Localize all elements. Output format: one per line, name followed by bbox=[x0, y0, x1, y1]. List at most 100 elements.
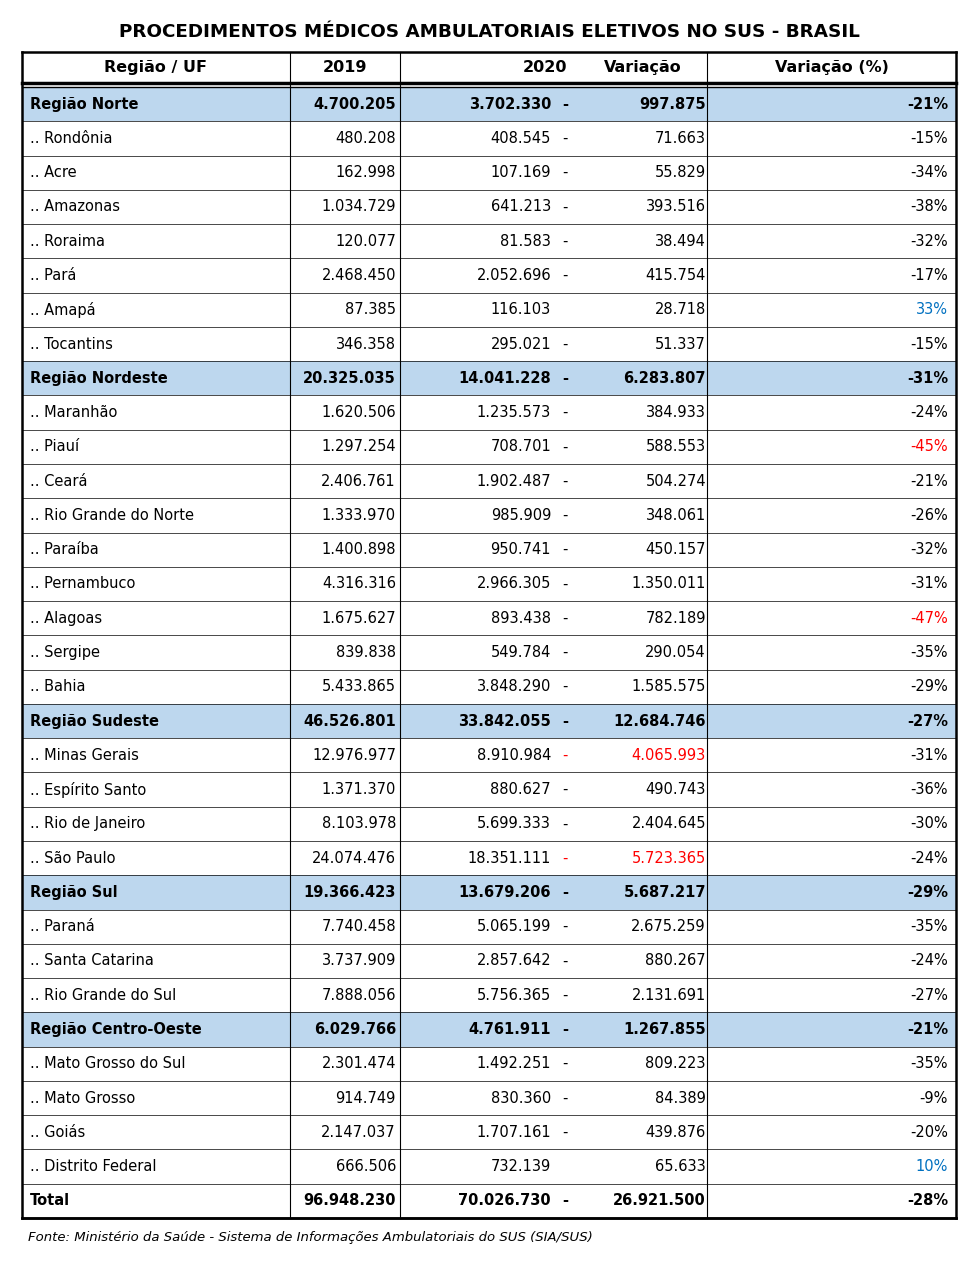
Text: 28.718: 28.718 bbox=[654, 302, 705, 317]
Text: -: - bbox=[562, 851, 567, 865]
Text: -: - bbox=[562, 371, 568, 385]
Text: 2.468.450: 2.468.450 bbox=[321, 268, 396, 283]
Bar bbox=[21, 87, 956, 122]
Text: 2.052.696: 2.052.696 bbox=[476, 268, 550, 283]
Text: .. Amazonas: .. Amazonas bbox=[30, 200, 120, 215]
Text: -: - bbox=[562, 1193, 568, 1208]
Text: 3.737.909: 3.737.909 bbox=[321, 954, 396, 969]
Text: -35%: -35% bbox=[910, 645, 947, 660]
Bar bbox=[21, 361, 956, 396]
Text: .. Sergipe: .. Sergipe bbox=[30, 645, 100, 660]
Text: -24%: -24% bbox=[910, 851, 947, 865]
Text: 5.756.365: 5.756.365 bbox=[476, 988, 550, 1002]
Text: 2.406.761: 2.406.761 bbox=[321, 474, 396, 489]
Text: 384.933: 384.933 bbox=[646, 404, 705, 420]
Text: 809.223: 809.223 bbox=[645, 1056, 705, 1071]
Text: 4.761.911: 4.761.911 bbox=[468, 1021, 550, 1037]
Text: 950.741: 950.741 bbox=[490, 543, 550, 557]
Text: -: - bbox=[562, 131, 567, 146]
Text: -45%: -45% bbox=[910, 439, 947, 454]
Text: .. Rondônia: .. Rondônia bbox=[30, 131, 112, 146]
Text: 914.749: 914.749 bbox=[335, 1091, 396, 1106]
Bar bbox=[21, 704, 956, 739]
Text: -21%: -21% bbox=[906, 96, 947, 111]
Text: .. Pará: .. Pará bbox=[30, 268, 76, 283]
Text: 10%: 10% bbox=[914, 1160, 947, 1174]
Text: -: - bbox=[562, 680, 567, 694]
Text: -: - bbox=[562, 474, 567, 489]
Text: 1.585.575: 1.585.575 bbox=[631, 680, 705, 694]
Text: -30%: -30% bbox=[910, 817, 947, 832]
Text: 666.506: 666.506 bbox=[335, 1160, 396, 1174]
Text: 1.400.898: 1.400.898 bbox=[321, 543, 396, 557]
Text: -: - bbox=[562, 268, 567, 283]
Text: 5.723.365: 5.723.365 bbox=[631, 851, 705, 865]
Text: 490.743: 490.743 bbox=[645, 782, 705, 797]
Text: 5.687.217: 5.687.217 bbox=[623, 884, 705, 900]
Text: 162.998: 162.998 bbox=[335, 165, 396, 180]
Text: -: - bbox=[562, 782, 567, 797]
Text: 96.948.230: 96.948.230 bbox=[303, 1193, 396, 1208]
Text: .. Distrito Federal: .. Distrito Federal bbox=[30, 1160, 156, 1174]
Text: -9%: -9% bbox=[918, 1091, 947, 1106]
Text: 12.976.977: 12.976.977 bbox=[312, 748, 396, 763]
Text: -24%: -24% bbox=[910, 954, 947, 969]
Text: -: - bbox=[562, 1125, 567, 1139]
Text: -: - bbox=[562, 200, 567, 215]
Text: -15%: -15% bbox=[910, 131, 947, 146]
Text: 346.358: 346.358 bbox=[336, 337, 396, 352]
Text: .. São Paulo: .. São Paulo bbox=[30, 851, 115, 865]
Text: -: - bbox=[562, 439, 567, 454]
Text: 81.583: 81.583 bbox=[499, 234, 550, 248]
Text: .. Acre: .. Acre bbox=[30, 165, 76, 180]
Text: 1.333.970: 1.333.970 bbox=[321, 508, 396, 524]
Text: 87.385: 87.385 bbox=[345, 302, 396, 317]
Text: 2020: 2020 bbox=[523, 60, 567, 76]
Text: 1.902.487: 1.902.487 bbox=[476, 474, 550, 489]
Text: Região Nordeste: Região Nordeste bbox=[30, 371, 168, 385]
Text: 2.301.474: 2.301.474 bbox=[321, 1056, 396, 1071]
Text: Região Sudeste: Região Sudeste bbox=[30, 713, 159, 728]
Text: 65.633: 65.633 bbox=[655, 1160, 705, 1174]
Text: -27%: -27% bbox=[906, 713, 947, 728]
Text: -31%: -31% bbox=[906, 371, 947, 385]
Text: .. Piauí: .. Piauí bbox=[30, 439, 79, 454]
Text: 504.274: 504.274 bbox=[645, 474, 705, 489]
Text: .. Rio de Janeiro: .. Rio de Janeiro bbox=[30, 817, 146, 832]
Text: 880.267: 880.267 bbox=[645, 954, 705, 969]
Bar bbox=[21, 1012, 956, 1047]
Bar bbox=[21, 876, 956, 910]
Text: 51.337: 51.337 bbox=[655, 337, 705, 352]
Text: 1.350.011: 1.350.011 bbox=[631, 576, 705, 591]
Text: 70.026.730: 70.026.730 bbox=[458, 1193, 550, 1208]
Text: 71.663: 71.663 bbox=[655, 131, 705, 146]
Text: -29%: -29% bbox=[906, 884, 947, 900]
Text: 588.553: 588.553 bbox=[645, 439, 705, 454]
Text: 1.267.855: 1.267.855 bbox=[622, 1021, 705, 1037]
Text: 26.921.500: 26.921.500 bbox=[613, 1193, 705, 1208]
Text: 120.077: 120.077 bbox=[335, 234, 396, 248]
Text: 295.021: 295.021 bbox=[489, 337, 550, 352]
Text: 19.366.423: 19.366.423 bbox=[303, 884, 396, 900]
Text: -26%: -26% bbox=[910, 508, 947, 524]
Text: Região / UF: Região / UF bbox=[105, 60, 207, 76]
Text: Variação: Variação bbox=[603, 60, 681, 76]
Text: Região Sul: Região Sul bbox=[30, 884, 117, 900]
Text: 4.700.205: 4.700.205 bbox=[313, 96, 396, 111]
Text: -38%: -38% bbox=[910, 200, 947, 215]
Text: .. Mato Grosso: .. Mato Grosso bbox=[30, 1091, 135, 1106]
Text: 107.169: 107.169 bbox=[490, 165, 550, 180]
Text: 2.857.642: 2.857.642 bbox=[476, 954, 550, 969]
Text: .. Goiás: .. Goiás bbox=[30, 1125, 85, 1139]
Text: -: - bbox=[562, 611, 567, 626]
Text: -20%: -20% bbox=[910, 1125, 947, 1139]
Text: 20.325.035: 20.325.035 bbox=[303, 371, 396, 385]
Text: 782.189: 782.189 bbox=[645, 611, 705, 626]
Text: 3.702.330: 3.702.330 bbox=[468, 96, 550, 111]
Text: 641.213: 641.213 bbox=[490, 200, 550, 215]
Text: -: - bbox=[562, 404, 567, 420]
Text: 6.283.807: 6.283.807 bbox=[623, 371, 705, 385]
Text: .. Amapá: .. Amapá bbox=[30, 302, 96, 317]
Text: 116.103: 116.103 bbox=[490, 302, 550, 317]
Text: PROCEDIMENTOS MÉDICOS AMBULATORIAIS ELETIVOS NO SUS - BRASIL: PROCEDIMENTOS MÉDICOS AMBULATORIAIS ELET… bbox=[118, 23, 859, 41]
